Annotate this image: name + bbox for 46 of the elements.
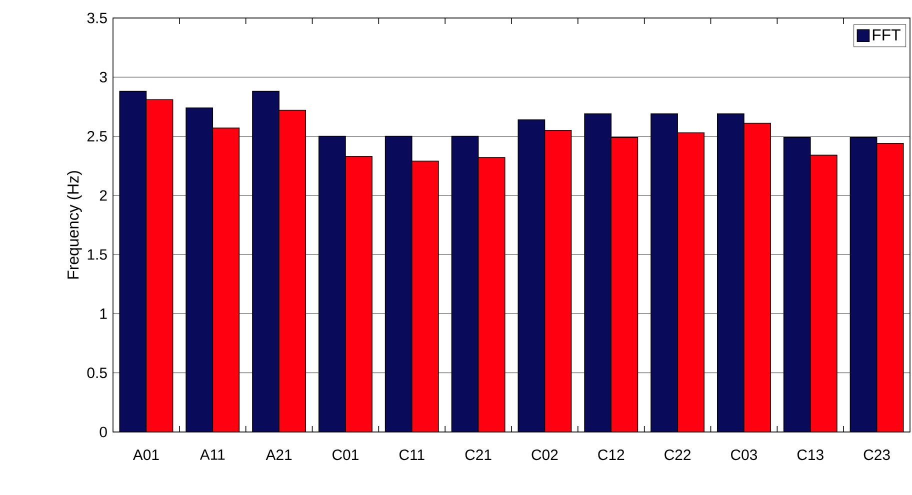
y-tick-label: 3 bbox=[100, 72, 107, 82]
bar bbox=[744, 123, 771, 432]
bar bbox=[876, 142, 904, 432]
bar bbox=[345, 156, 372, 432]
y-tick-label: 0 bbox=[100, 426, 107, 438]
bar bbox=[717, 114, 744, 432]
bar bbox=[544, 130, 572, 432]
x-tick-label: C21 bbox=[465, 450, 492, 460]
bar bbox=[385, 136, 412, 432]
x-tick-label: C11 bbox=[400, 450, 424, 460]
x-tick-label: A21 bbox=[266, 450, 292, 460]
x-tick-label: C12 bbox=[598, 450, 624, 460]
y-tick-label: 2.5 bbox=[87, 130, 107, 142]
y-tick-label: 1.5 bbox=[88, 249, 107, 260]
legend-label: FFT bbox=[872, 29, 900, 40]
bar bbox=[146, 100, 173, 432]
bar bbox=[650, 114, 678, 432]
bar bbox=[611, 137, 638, 432]
bar bbox=[678, 132, 704, 432]
x-tick-label: C22 bbox=[664, 450, 691, 460]
x-tick-label: C13 bbox=[797, 450, 824, 460]
y-axis-title: Frequency (Hz) bbox=[67, 171, 82, 279]
bar bbox=[784, 137, 810, 432]
bar bbox=[518, 120, 545, 432]
bar bbox=[212, 128, 240, 432]
x-tick-label: C02 bbox=[532, 450, 558, 460]
bar bbox=[850, 137, 878, 432]
x-tick-label: A01 bbox=[132, 450, 159, 460]
y-tick-label: 2 bbox=[100, 190, 107, 201]
y-tick-label: 1 bbox=[100, 308, 107, 319]
x-tick-label: A11 bbox=[200, 450, 225, 460]
bar bbox=[318, 136, 346, 432]
bar bbox=[279, 110, 306, 432]
bar bbox=[412, 161, 438, 432]
bar bbox=[584, 114, 612, 432]
bar bbox=[120, 91, 146, 432]
bar bbox=[810, 155, 837, 432]
y-tick-label: 0.5 bbox=[87, 368, 107, 378]
bar bbox=[452, 136, 478, 432]
x-tick-label: C23 bbox=[864, 450, 890, 460]
bar bbox=[186, 108, 213, 432]
x-tick-label: C01 bbox=[332, 450, 358, 460]
x-tick-label: C03 bbox=[731, 450, 758, 460]
bar bbox=[478, 158, 505, 432]
bar bbox=[252, 91, 280, 432]
y-tick-label: 3.5 bbox=[87, 12, 107, 24]
